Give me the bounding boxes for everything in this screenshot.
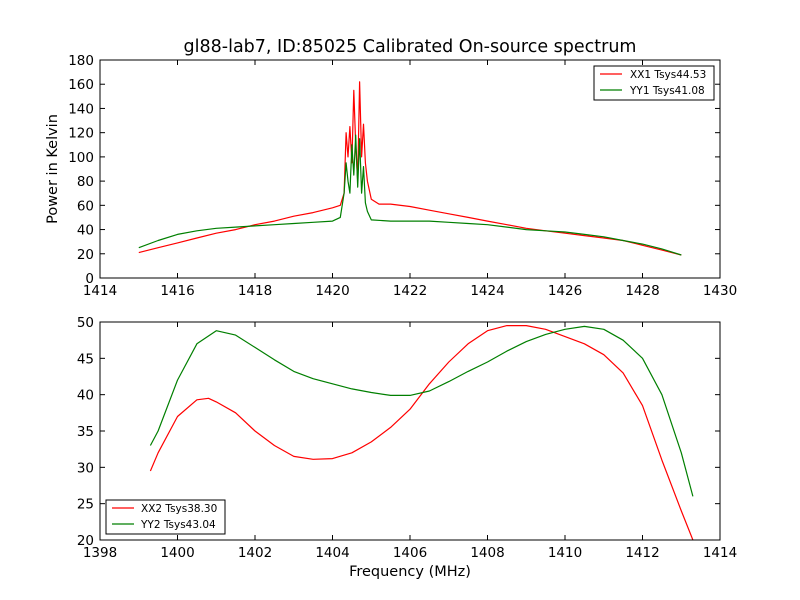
legend-top: XX1 Tsys44.53 YY1 Tsys41.08	[593, 65, 715, 101]
y-tick-label: 40	[77, 388, 94, 404]
y-tick-label: 0	[85, 271, 94, 287]
x-tick-label: 1426	[548, 283, 582, 299]
legend-label-xx1: XX1 Tsys44.53	[630, 69, 706, 81]
x-tick-label: 1422	[393, 283, 427, 299]
x-tick-label: 1414	[83, 283, 117, 299]
y-tick-label: 25	[77, 497, 94, 513]
y-tick-label: 20	[77, 247, 94, 263]
plot-frame-top	[99, 59, 721, 279]
plot-frame-bottom	[99, 321, 721, 541]
y-tick-label: 30	[77, 460, 94, 476]
y-tick-label: 140	[68, 101, 94, 117]
x-tick-label: 1430	[703, 283, 737, 299]
x-tick-label: 1402	[238, 545, 272, 561]
chart-title: gl88-lab7, ID:85025 Calibrated On-source…	[184, 37, 637, 57]
x-tick-label: 1410	[548, 545, 582, 561]
legend-label-xx2: XX2 Tsys38.30	[141, 503, 217, 515]
y-tick-label: 40	[77, 223, 94, 239]
series-line-xx2	[149, 325, 694, 540]
legend-label-yy2: YY2 Tsys43.04	[140, 519, 216, 531]
y-tick-label: 100	[68, 150, 94, 166]
legend-label-yy1: YY1 Tsys41.08	[629, 85, 705, 97]
legend-box-bottom	[105, 499, 226, 535]
bottom-spectrum-panel: 1398 1400 1402 1404 1406 1408 1410 1412 1414 20 25…	[77, 315, 737, 580]
x-tick-label: 1414	[703, 545, 737, 561]
x-tick-label: 1408	[470, 545, 504, 561]
x-tick-label: 1424	[470, 283, 504, 299]
y-axis-title-top: Power in Kelvin	[45, 114, 61, 224]
x-tick-label: 1416	[160, 283, 194, 299]
y-tick-label: 120	[68, 126, 94, 142]
x-tick-label: 1398	[83, 545, 117, 561]
x-tick-label: 1404	[315, 545, 349, 561]
y-tick-label: 80	[77, 174, 94, 190]
y-tick-label: 45	[77, 351, 94, 367]
x-tick-label: 1428	[625, 283, 659, 299]
x-tick-label: 1420	[315, 283, 349, 299]
y-tick-label: 60	[77, 198, 94, 214]
y-tick-label: 180	[68, 53, 94, 69]
y-tick-label: 20	[77, 533, 94, 549]
series-line-yy2	[149, 325, 694, 497]
series-line-yy1	[138, 134, 682, 256]
x-tick-label: 1406	[393, 545, 427, 561]
y-tick-label: 35	[77, 424, 94, 440]
legend-bottom: XX2 Tsys38.30 YY2 Tsys43.04	[105, 499, 226, 535]
top-spectrum-panel: gl88-lab7, ID:85025 Calibrated On-source…	[45, 37, 737, 299]
x-tick-label: 1418	[238, 283, 272, 299]
x-tick-label: 1412	[625, 545, 659, 561]
legend-box-top	[593, 65, 715, 101]
x-axis-title: Frequency (MHz)	[349, 564, 471, 580]
x-tick-label: 1400	[160, 545, 194, 561]
y-tick-label: 160	[68, 77, 94, 93]
y-tick-label: 50	[77, 315, 94, 331]
